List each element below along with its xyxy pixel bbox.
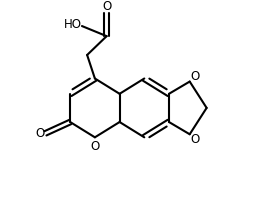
Text: O: O [102, 0, 111, 13]
Text: HO: HO [64, 18, 82, 31]
Text: O: O [90, 140, 100, 153]
Text: O: O [190, 70, 199, 83]
Text: O: O [35, 127, 44, 140]
Text: O: O [190, 133, 199, 146]
